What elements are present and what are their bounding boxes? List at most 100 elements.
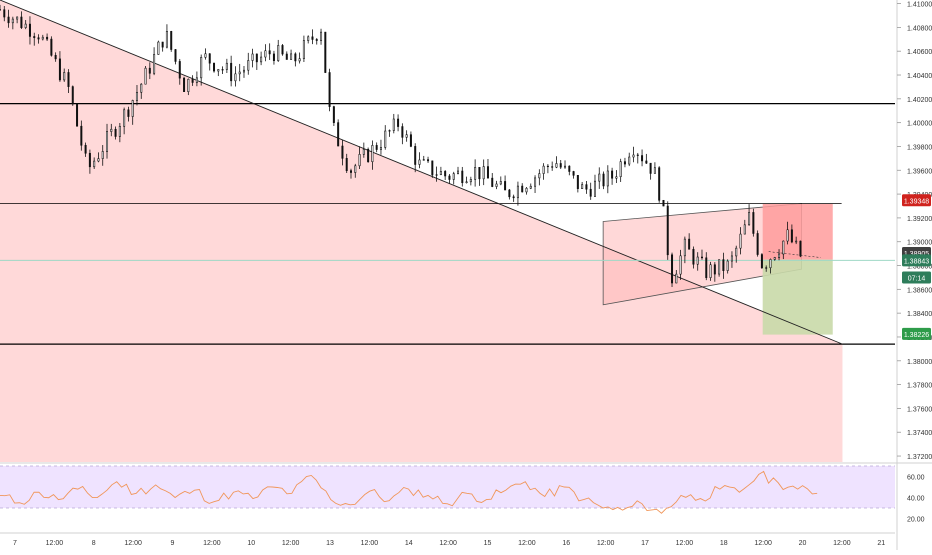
candle-body — [461, 170, 464, 184]
candle-body — [769, 259, 772, 269]
candle-body — [504, 181, 507, 191]
candle-body — [589, 188, 592, 197]
y-tick-label: 1.37400 — [907, 430, 932, 437]
candle-body — [277, 45, 280, 61]
candle-body — [623, 161, 626, 165]
candle-body — [564, 165, 567, 168]
candle-body — [499, 181, 502, 185]
candle-body — [127, 109, 130, 117]
candle-body — [118, 125, 121, 137]
candle-body — [397, 118, 400, 127]
candle-body — [452, 173, 455, 180]
candle-body — [572, 171, 575, 176]
trendline — [0, 0, 843, 345]
candles — [0, 4, 802, 287]
candle-body — [200, 57, 203, 79]
oscillator-band — [0, 466, 895, 508]
candle-body — [790, 229, 793, 243]
candle-body — [320, 31, 323, 41]
candle-body — [551, 166, 554, 168]
candle-body — [658, 167, 661, 201]
candle-body — [157, 41, 160, 55]
candle-body — [782, 240, 785, 255]
x-tick-label: 15 — [484, 540, 492, 547]
candle-body — [16, 16, 19, 20]
candle-body — [3, 9, 6, 18]
candle-body — [84, 144, 87, 154]
candle-body — [131, 100, 134, 117]
candle-body — [718, 259, 721, 275]
candle-body — [268, 50, 271, 55]
candle-body — [628, 156, 631, 165]
candle-body — [264, 50, 267, 58]
x-tick-label: 12:00 — [124, 540, 142, 547]
candle-body — [457, 170, 460, 174]
candle-body — [478, 167, 481, 180]
y-tick-label: 1.40400 — [907, 73, 932, 80]
candle-body — [46, 36, 49, 40]
candle-body — [705, 257, 708, 278]
candle-body — [204, 53, 207, 58]
candle-body — [414, 146, 417, 165]
candle-body — [281, 45, 284, 55]
x-tick-label: 12:00 — [597, 540, 615, 547]
candle-body — [178, 61, 181, 79]
y-tick-label: 1.39800 — [907, 144, 932, 151]
candle-body — [666, 205, 669, 256]
candle-body — [123, 109, 126, 127]
candle-body — [606, 170, 609, 187]
x-tick-label: 20 — [799, 540, 807, 547]
candle-body — [80, 125, 83, 146]
candle-body — [298, 58, 301, 62]
candle-body — [735, 247, 738, 257]
x-tick-label: 9 — [171, 540, 175, 547]
candle-body — [752, 212, 755, 234]
candle-body — [106, 131, 109, 152]
candle-body — [20, 16, 23, 28]
candle-body — [696, 256, 699, 265]
candle-body — [538, 173, 541, 179]
candle-body — [375, 145, 378, 150]
candle-body — [349, 170, 352, 173]
price-flag-label: 1.38226 — [904, 332, 929, 339]
candle-body — [431, 160, 434, 176]
candle-body — [486, 166, 489, 179]
candle-body — [251, 53, 254, 61]
candle-body — [140, 83, 143, 93]
candle-body — [619, 161, 622, 178]
candle-body — [324, 31, 327, 73]
x-tick-label: 13 — [326, 540, 334, 547]
candle-body — [418, 159, 421, 165]
candle-body — [679, 255, 682, 275]
candle-body — [439, 171, 442, 175]
candle-body — [341, 145, 344, 159]
price-flag — [902, 327, 931, 340]
y-tick-label: 1.38600 — [907, 287, 932, 294]
candle-body — [713, 264, 716, 275]
candle-body — [521, 185, 524, 193]
candle-body — [144, 67, 147, 85]
candle-body — [93, 160, 96, 168]
candle-body — [671, 254, 674, 284]
x-tick-label: 8 — [92, 540, 96, 547]
candle-body — [183, 77, 186, 93]
x-tick-label: 12:00 — [361, 540, 379, 547]
oscillator-tick-label: 60.00 — [907, 475, 925, 482]
candle-body — [495, 183, 498, 187]
candle-body — [534, 177, 537, 187]
x-tick-label: 18 — [720, 540, 728, 547]
candle-body — [688, 238, 691, 250]
candle-body — [529, 185, 532, 189]
x-tick-label: 12:00 — [676, 540, 694, 547]
candle-body — [444, 171, 447, 177]
candle-body — [427, 159, 430, 162]
price-flag-label: 1.39348 — [904, 198, 929, 205]
candle-body — [576, 174, 579, 189]
y-tick-label: 1.40600 — [907, 49, 932, 56]
candle-body — [345, 158, 348, 171]
candle-body — [388, 130, 391, 132]
candle-body — [748, 212, 751, 226]
candle-body — [448, 175, 451, 180]
